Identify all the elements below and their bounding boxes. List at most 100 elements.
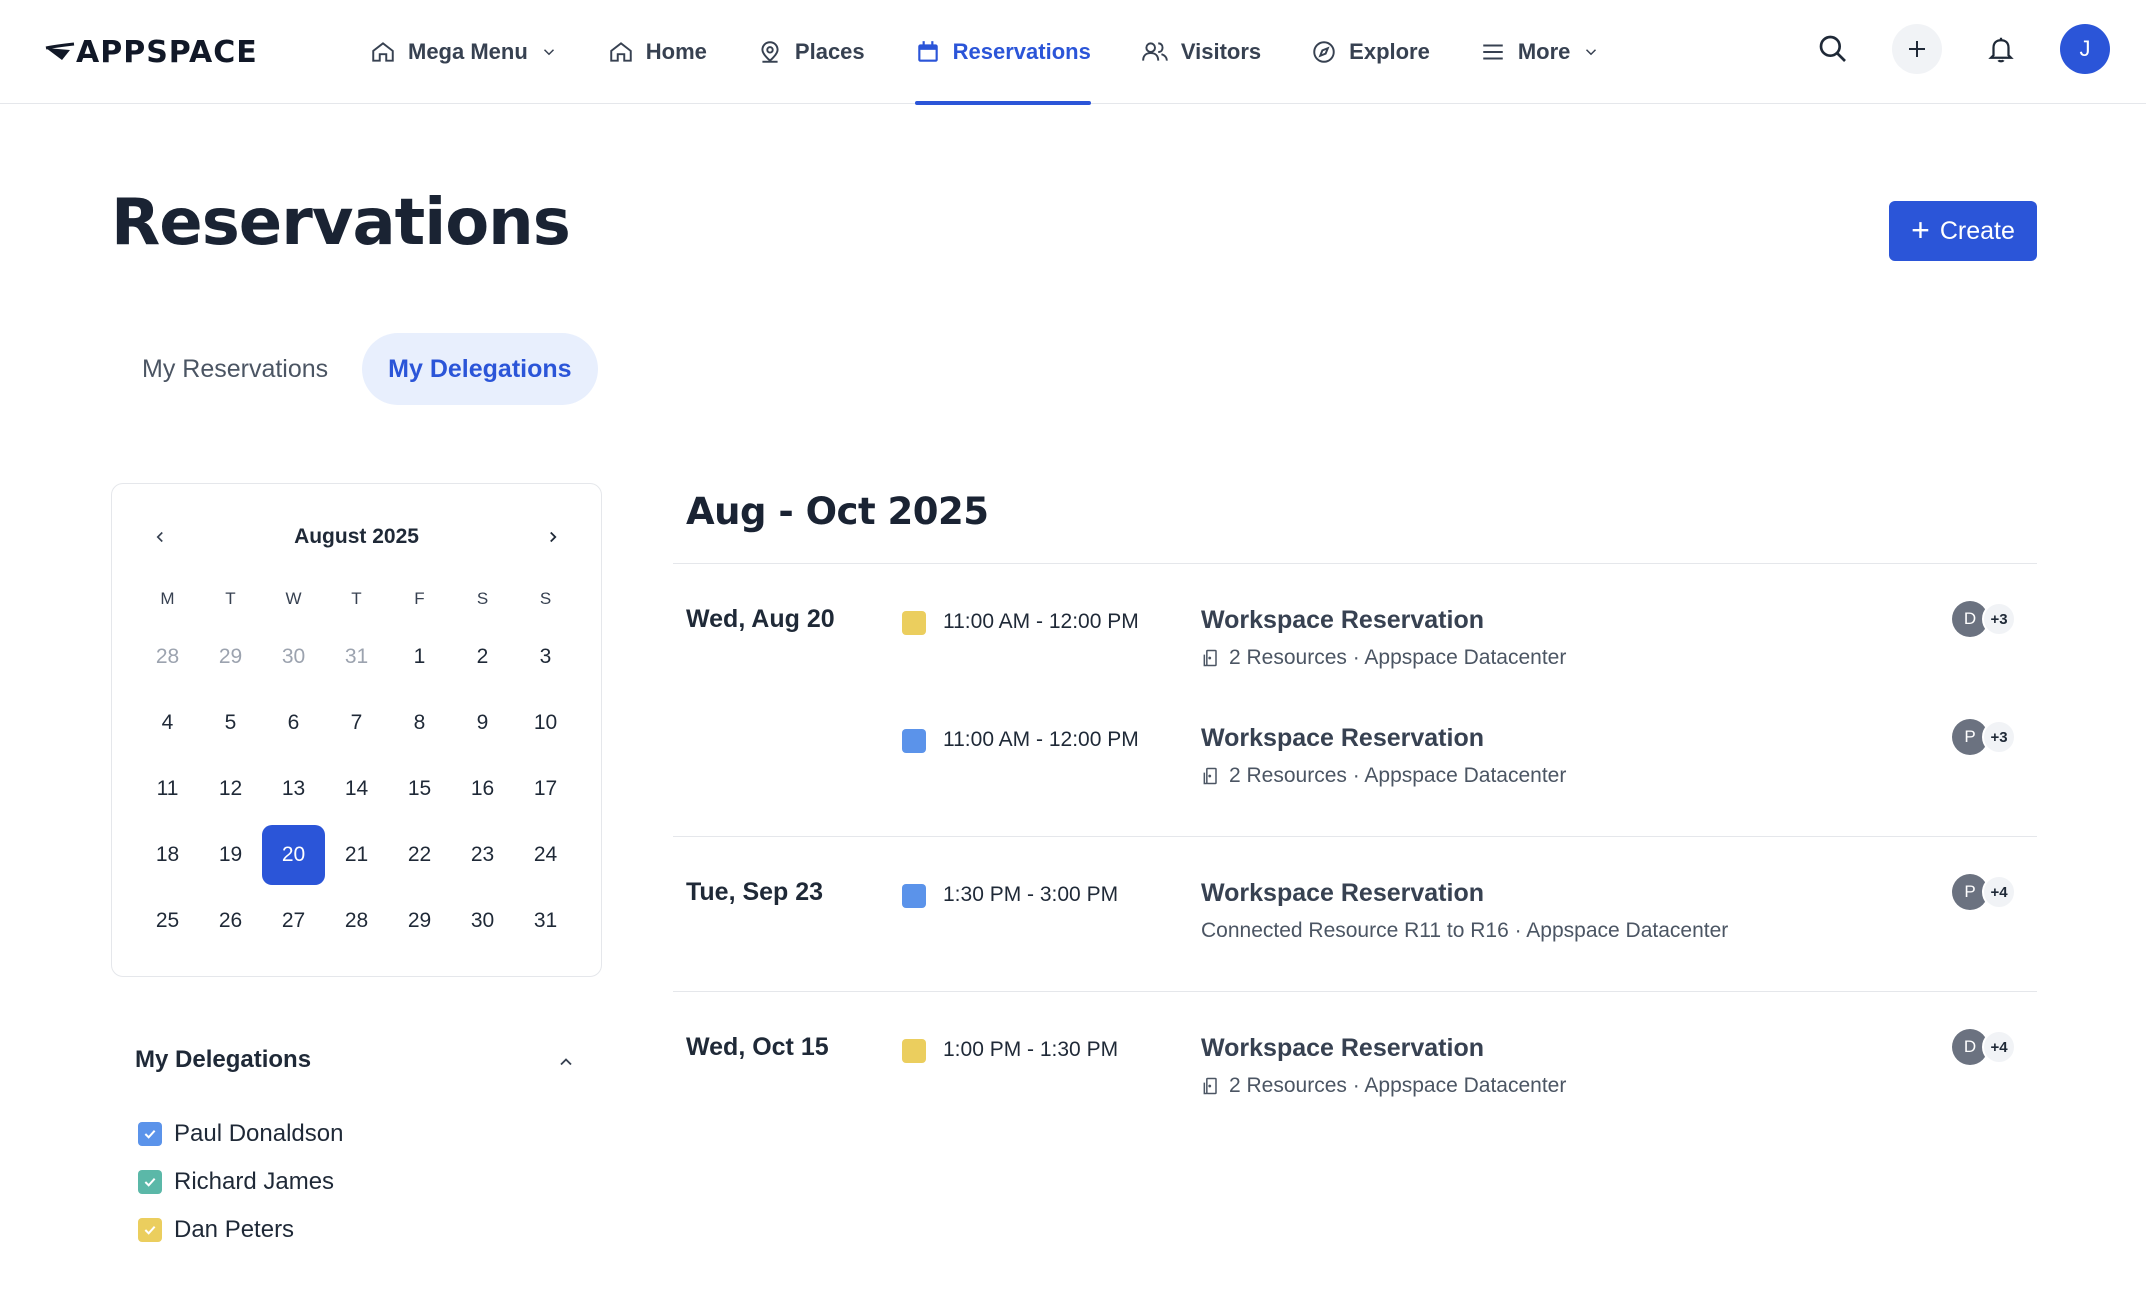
calendar-day[interactable]: 13 [281, 777, 306, 800]
calendar-day[interactable]: 18 [155, 843, 180, 866]
previous-month-button[interactable] [142, 522, 178, 552]
users-icon [1142, 42, 1168, 61]
chevron-right-icon [550, 531, 557, 543]
calendar-day[interactable]: 29 [407, 909, 432, 932]
attendee-more-badge: +3 [1982, 602, 2016, 636]
nav-home[interactable]: Home [608, 0, 707, 104]
calendar-day[interactable]: 29 [218, 645, 243, 668]
calendar-day[interactable]: 7 [350, 711, 363, 734]
attendees[interactable]: P +4 [1952, 874, 2016, 910]
attendees[interactable]: D +3 [1952, 601, 2016, 637]
notifications-button[interactable] [1976, 24, 2026, 74]
calendar-day[interactable]: 16 [470, 777, 495, 800]
calendar-day[interactable]: 30 [281, 645, 306, 668]
delegations-collapse-button[interactable] [550, 1046, 582, 1078]
calendar-day[interactable]: 30 [470, 909, 495, 932]
delegations-list: Paul Donaldson Richard James Dan Peters [138, 1110, 343, 1254]
calendar-day[interactable]: 8 [413, 711, 426, 734]
calendar-day[interactable]: 19 [218, 843, 243, 866]
calendar-day[interactable]: 14 [344, 777, 369, 800]
calendar-week-row: 28 29 30 31 1 2 3 [136, 624, 577, 690]
event-title[interactable]: Workspace Reservation [1201, 1034, 1484, 1062]
user-avatar[interactable]: J [2060, 24, 2110, 74]
calendar-grid: M T W T F S S 28 29 30 31 1 2 3 4 5 6 7 8 9 10 11 12 13 14 15 16 17… [136, 584, 577, 954]
calendar-week-row: 4 5 6 7 8 9 10 [136, 690, 577, 756]
nav-label: Home [645, 39, 707, 64]
calendar-day[interactable]: 11 [156, 777, 179, 800]
day-label: Tue, Sep 23 [686, 878, 824, 906]
delegation-checkbox-item[interactable]: Paul Donaldson [138, 1110, 343, 1158]
calendar-day-selected[interactable]: 20 [262, 825, 325, 885]
event-title[interactable]: Workspace Reservation [1201, 606, 1484, 634]
event-title[interactable]: Workspace Reservation [1201, 879, 1484, 907]
tab-my-delegations[interactable]: My Delegations [362, 333, 598, 405]
calendar-day[interactable]: 28 [344, 909, 369, 932]
check-icon [144, 1129, 156, 1139]
event-subtitle: 2 Resources · Appspace Datacenter [1201, 1074, 1566, 1098]
quick-add-button[interactable] [1892, 24, 1942, 74]
calendar-day[interactable]: 6 [287, 711, 300, 734]
calendar-day[interactable]: 31 [344, 645, 369, 668]
appspace-logo[interactable]: APPSPACE [44, 34, 258, 70]
calendar-day[interactable]: 27 [281, 909, 306, 932]
checkbox[interactable] [138, 1122, 162, 1146]
chevron-left-icon [156, 531, 163, 543]
calendar-day[interactable]: 22 [407, 843, 432, 866]
calendar-day[interactable]: 10 [533, 711, 558, 734]
create-button[interactable]: + Create [1889, 201, 2037, 261]
main-nav: Mega Menu Home Places Reservations Visit… [370, 0, 1650, 105]
calendar-day[interactable]: 28 [155, 645, 180, 668]
weekday-label: T [351, 589, 362, 608]
weekday-label: M [160, 589, 175, 608]
calendar-day[interactable]: 2 [476, 645, 489, 668]
weekday-label: S [539, 589, 552, 608]
checkbox[interactable] [138, 1218, 162, 1242]
event-title[interactable]: Workspace Reservation [1201, 724, 1484, 752]
nav-places[interactable]: Places [757, 0, 865, 104]
calendar-day[interactable]: 24 [533, 843, 558, 866]
calendar-day[interactable]: 15 [407, 777, 432, 800]
nav-reservations[interactable]: Reservations [914, 0, 1092, 105]
delegation-checkbox-item[interactable]: Richard James [138, 1158, 343, 1206]
calendar-month-label: August 2025 [294, 525, 419, 548]
event-subtitle: 2 Resources · Appspace Datacenter [1201, 646, 1566, 670]
nav-explore[interactable]: Explore [1311, 0, 1430, 104]
next-month-button[interactable] [535, 522, 571, 552]
weekday-label: T [225, 589, 236, 608]
calendar-day[interactable]: 9 [476, 711, 489, 734]
nav-mega-menu[interactable]: Mega Menu [370, 0, 558, 104]
calendar-day[interactable]: 21 [344, 843, 369, 866]
weekday-label: F [414, 589, 425, 608]
nav-label: Mega Menu [408, 39, 528, 64]
calendar-day[interactable]: 12 [218, 777, 243, 800]
resource-icon [1203, 767, 1217, 785]
search-button[interactable] [1808, 24, 1858, 74]
nav-label: Visitors [1180, 39, 1262, 64]
section-divider [673, 563, 2037, 564]
calendar-day[interactable]: 25 [155, 909, 180, 932]
chevron-up-icon [560, 1058, 572, 1066]
logo-wing-icon [45, 42, 75, 60]
nav-more[interactable]: More [1480, 0, 1601, 104]
calendar-day[interactable]: 5 [224, 711, 237, 734]
event-color-swatch [902, 611, 926, 635]
chevron-down-icon [1586, 49, 1597, 56]
attendees[interactable]: D +4 [1952, 1029, 2016, 1065]
attendee-more-badge: +4 [1982, 1030, 2016, 1064]
tab-my-reservations[interactable]: My Reservations [142, 354, 329, 383]
event-color-swatch [902, 884, 926, 908]
calendar-day[interactable]: 4 [161, 711, 174, 734]
calendar-day[interactable]: 23 [470, 843, 495, 866]
attendees[interactable]: P +3 [1952, 719, 2016, 755]
nav-visitors[interactable]: Visitors [1141, 0, 1261, 104]
calendar-day[interactable]: 26 [218, 909, 243, 932]
calendar-day[interactable]: 17 [533, 777, 558, 800]
calendar-day[interactable]: 1 [413, 645, 426, 668]
calendar-day[interactable]: 3 [539, 645, 552, 668]
delegation-checkbox-item[interactable]: Dan Peters [138, 1206, 343, 1254]
calendar-day[interactable]: 31 [533, 909, 558, 932]
checkbox[interactable] [138, 1170, 162, 1194]
event-time: 11:00 AM - 12:00 PM [943, 610, 1139, 633]
event-subtitle-text: 2 Resources · Appspace Datacenter [1229, 764, 1567, 787]
logo-text: APPSPACE [76, 34, 258, 70]
